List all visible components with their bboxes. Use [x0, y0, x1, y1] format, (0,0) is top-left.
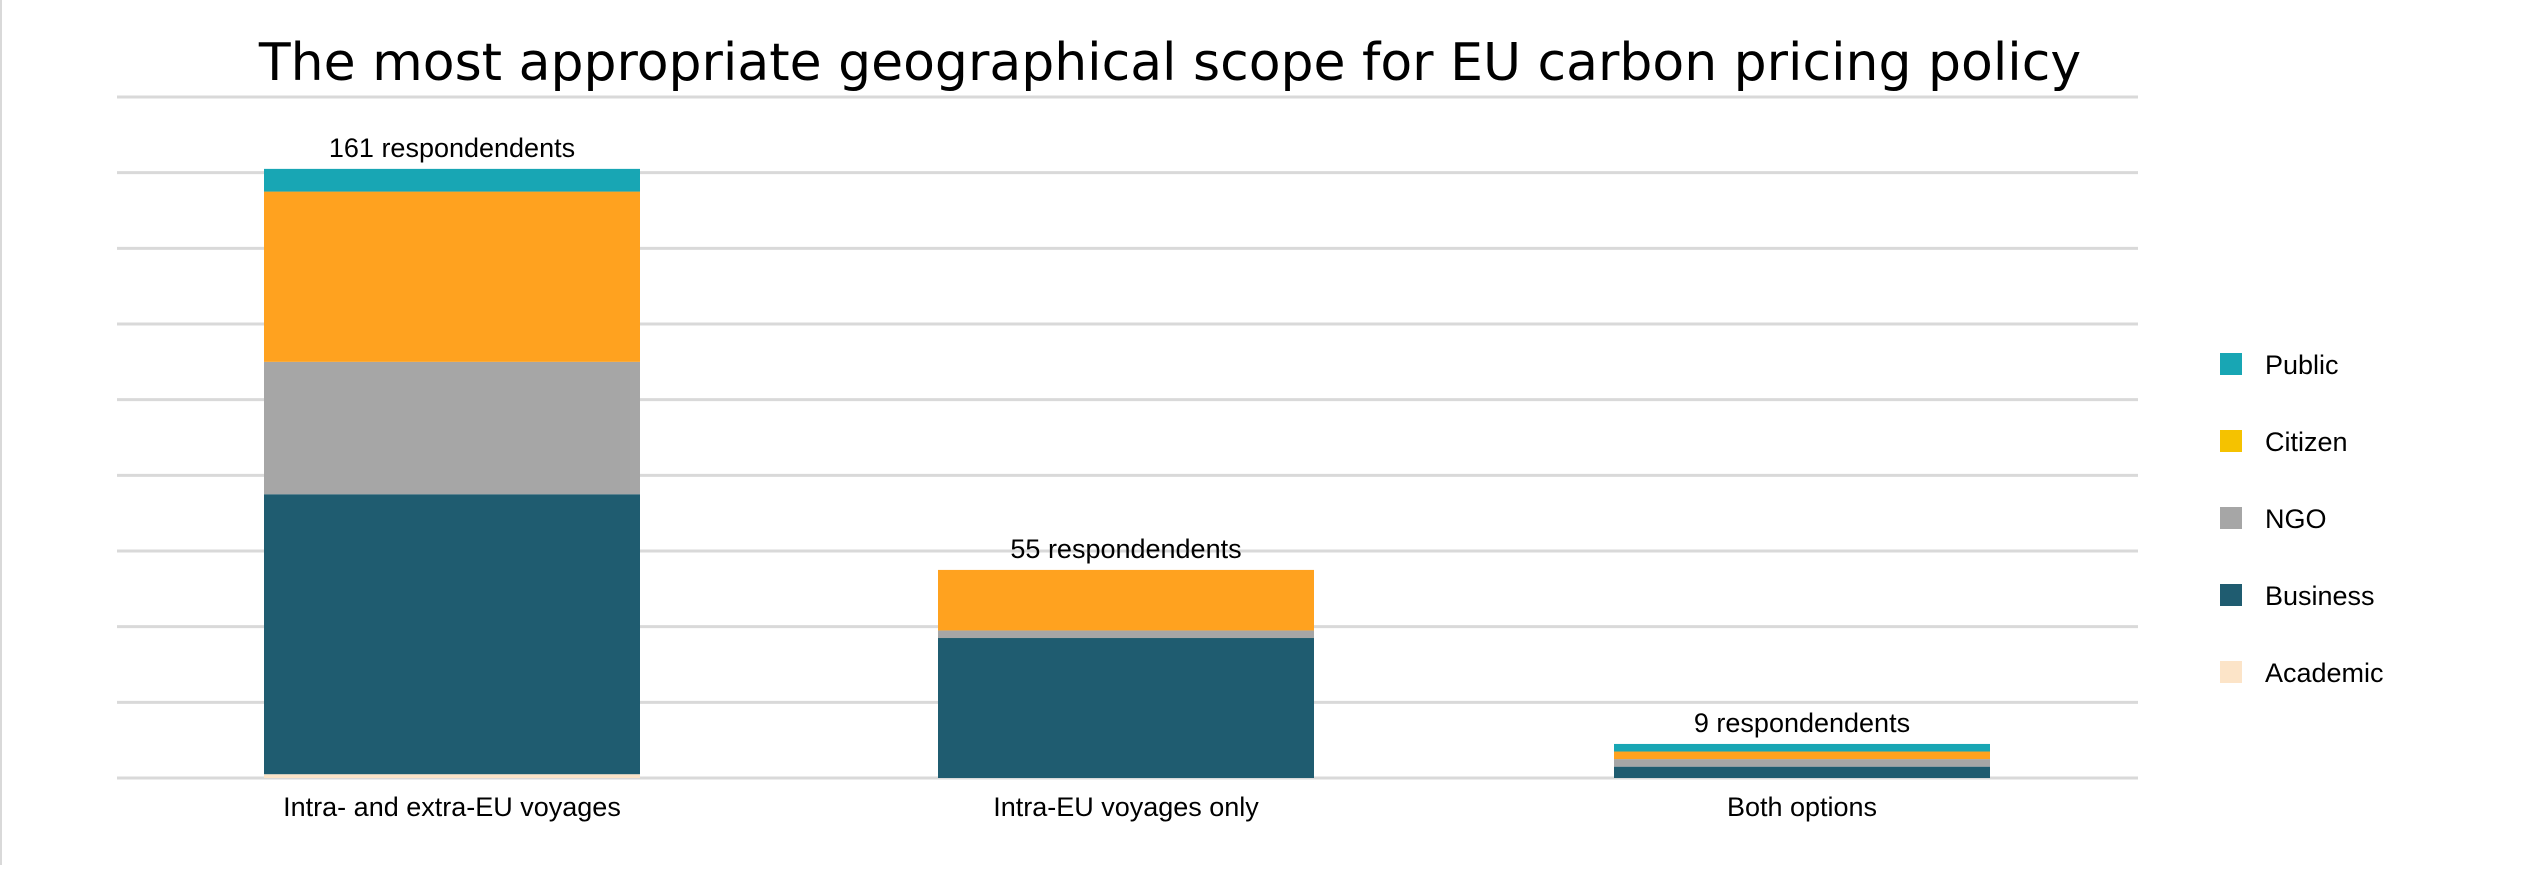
legend-label-academic: Academic [2265, 658, 2384, 688]
bar-segment-public [264, 168, 640, 192]
x-axis-labels: Intra- and extra-EU voyages Intra-EU voya… [283, 792, 1877, 822]
bar-segment-academic [264, 774, 640, 778]
chart-title: The most appropriate geographical scope … [258, 33, 2081, 93]
legend-swatch-ngo [2220, 507, 2242, 529]
legend-swatch-public [2220, 353, 2242, 375]
legend-label-business: Business [2265, 581, 2375, 611]
bar-segment-ngo [1614, 759, 1990, 767]
bar-segment-business [1614, 766, 1990, 778]
legend-label-ngo: NGO [2265, 504, 2327, 534]
bar-segment-citizen [264, 191, 640, 362]
bar-segment-public [1614, 743, 1990, 752]
legend-swatch-citizen [2220, 430, 2242, 452]
bar-total-label: 55 respondendents [1010, 534, 1241, 564]
legend-swatch-academic [2220, 661, 2242, 683]
legend: Public Citizen NGO Business Academic [2220, 350, 2384, 688]
x-tick-label: Intra-EU voyages only [993, 792, 1259, 822]
bar-segment-ngo [938, 630, 1314, 639]
x-tick-label: Intra- and extra-EU voyages [283, 792, 621, 822]
bars [264, 168, 1990, 778]
bar-segment-citizen [938, 569, 1314, 631]
bar-segment-business [264, 494, 640, 775]
bar-segment-citizen [1614, 751, 1990, 760]
bar-segment-business [938, 638, 1314, 778]
legend-label-citizen: Citizen [2265, 427, 2348, 457]
bar-total-label: 9 respondendents [1694, 708, 1910, 738]
legend-swatch-business [2220, 584, 2242, 606]
bar-segment-ngo [264, 361, 640, 495]
x-tick-label: Both options [1727, 792, 1877, 822]
bar-total-label: 161 respondendents [329, 133, 575, 163]
legend-label-public: Public [2265, 350, 2339, 380]
total-labels: 161 respondendents 55 respondendents 9 res… [329, 133, 1910, 738]
